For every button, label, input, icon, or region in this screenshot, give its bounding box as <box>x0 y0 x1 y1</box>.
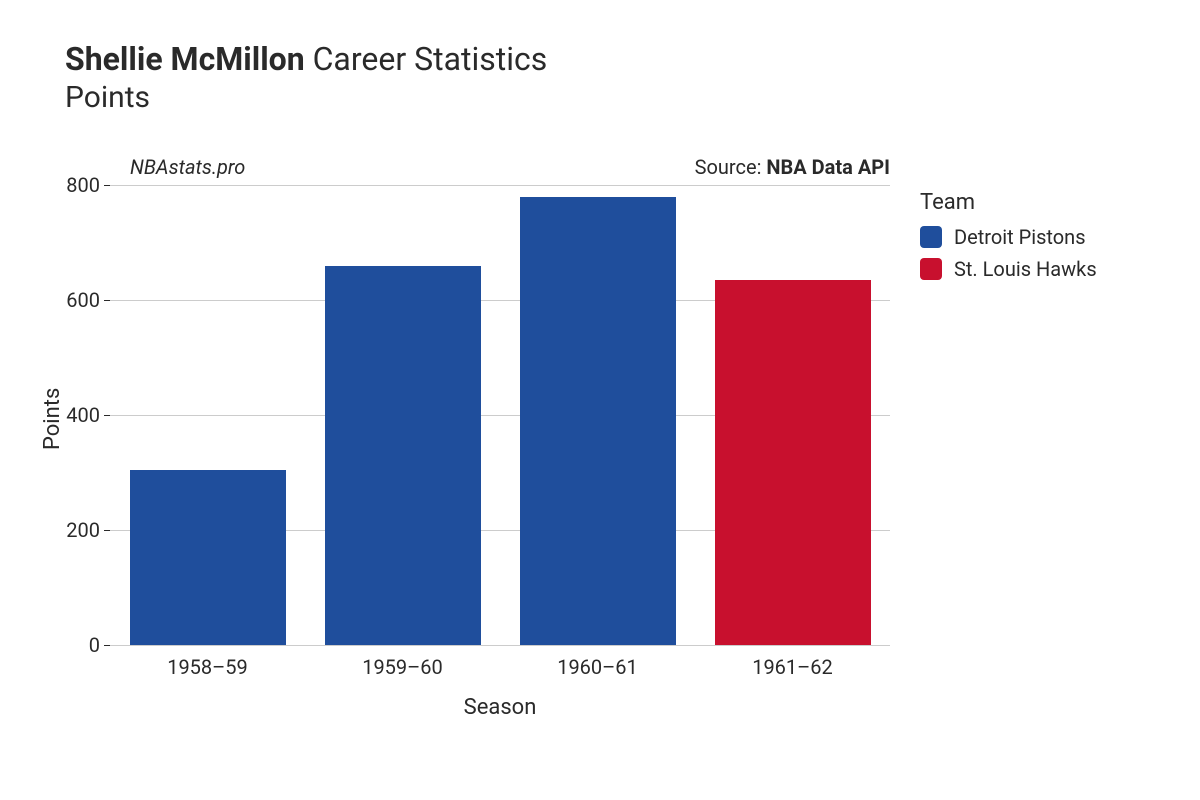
bar <box>130 470 286 645</box>
chart-subtitle: Points <box>65 80 547 115</box>
bar <box>715 280 871 645</box>
bar <box>325 266 481 646</box>
legend-swatch <box>920 226 942 248</box>
y-axis-label: Points <box>40 388 65 450</box>
gridline <box>110 185 890 186</box>
legend-label: St. Louis Hawks <box>954 257 1097 281</box>
y-tick-mark <box>104 645 110 646</box>
y-tick-mark <box>104 530 110 531</box>
y-tick-label: 800 <box>50 173 100 197</box>
legend-title: Team <box>920 190 1097 215</box>
y-tick-mark <box>104 185 110 186</box>
y-tick-mark <box>104 300 110 301</box>
player-name: Shellie McMillon <box>65 40 305 78</box>
legend-swatch <box>920 258 942 280</box>
y-tick-label: 200 <box>50 518 100 542</box>
source-prefix: Source: <box>695 155 767 179</box>
legend: Team Detroit Pistons St. Louis Hawks <box>920 190 1097 289</box>
gridline <box>110 645 890 646</box>
chart-canvas: Shellie McMillon Career Statistics Point… <box>0 0 1200 800</box>
watermark-text: NBAstats.pro <box>130 155 245 179</box>
legend-item: St. Louis Hawks <box>920 257 1097 281</box>
source-attribution: Source: NBA Data API <box>695 155 890 179</box>
x-tick-label: 1961–62 <box>695 655 890 679</box>
chart-title-block: Shellie McMillon Career Statistics Point… <box>65 40 547 115</box>
legend-item: Detroit Pistons <box>920 225 1097 249</box>
bar <box>520 197 676 646</box>
title-suffix: Career Statistics <box>313 40 548 78</box>
x-tick-label: 1959–60 <box>305 655 500 679</box>
chart-title: Shellie McMillon Career Statistics <box>65 40 547 78</box>
legend-label: Detroit Pistons <box>954 225 1086 249</box>
source-name: NBA Data API <box>766 155 890 179</box>
x-tick-label: 1960–61 <box>500 655 695 679</box>
y-tick-mark <box>104 415 110 416</box>
x-tick-label: 1958–59 <box>110 655 305 679</box>
plot-area: 02004006008001958–591959–601960–611961–6… <box>110 185 890 645</box>
y-tick-label: 0 <box>50 633 100 657</box>
y-tick-label: 600 <box>50 288 100 312</box>
x-axis-label: Season <box>110 695 890 720</box>
